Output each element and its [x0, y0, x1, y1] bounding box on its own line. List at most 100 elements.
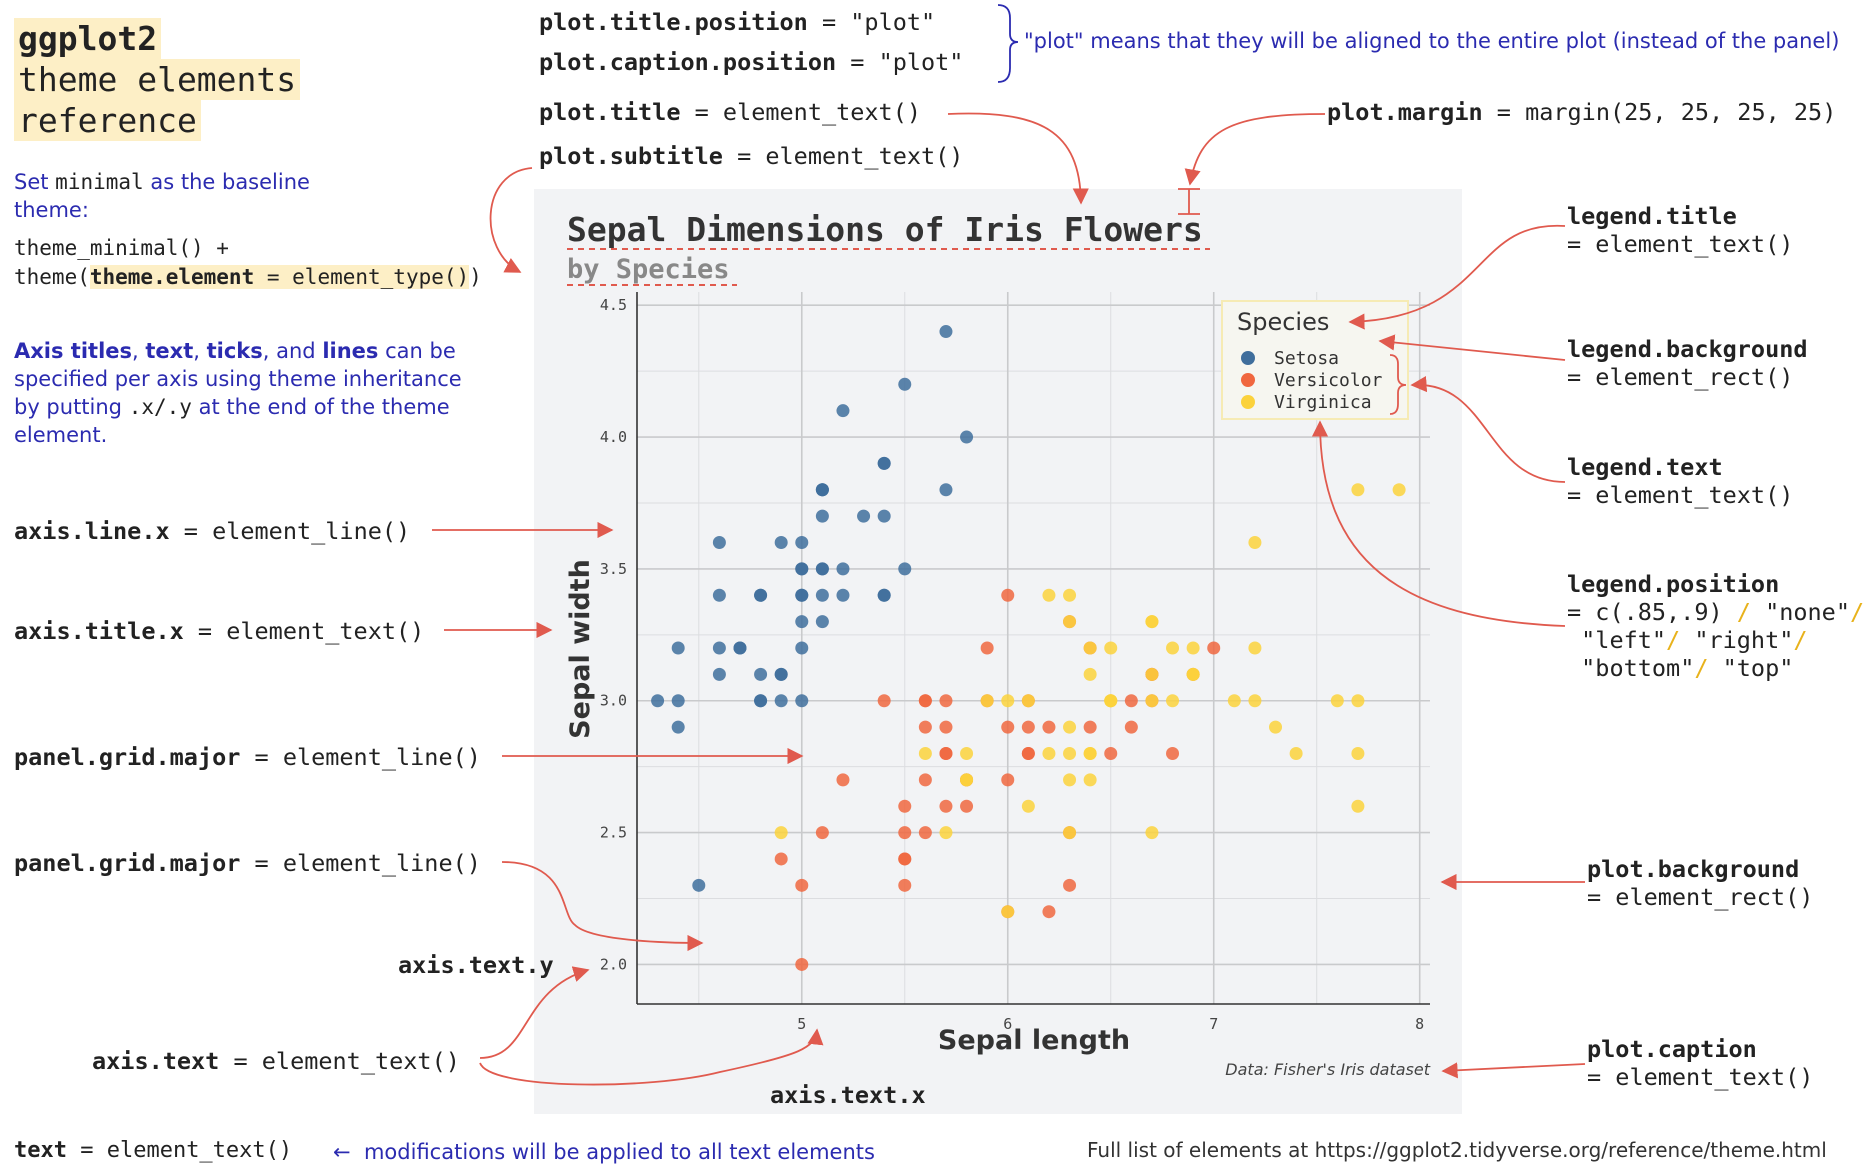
y-tick-label: 2.5: [600, 824, 627, 842]
baseline-note-line2: theme:: [14, 198, 89, 222]
point-virginica: [1021, 694, 1035, 708]
label-key: legend.background: [1567, 335, 1808, 363]
point-setosa: [877, 509, 891, 523]
point-versicolor: [1124, 720, 1138, 734]
label-value: = element_text(): [722, 142, 964, 170]
point-versicolor: [815, 826, 829, 840]
axis-note-sep-3: , and: [262, 339, 323, 363]
point-virginica: [1083, 746, 1097, 760]
point-virginica: [939, 826, 953, 840]
baseline-code-key: theme.element: [89, 265, 255, 289]
left-arrow-icon: ←: [333, 1140, 351, 1164]
axis-inheritance-note: Axis titles, text, ticks, and lines can …: [14, 337, 462, 449]
label-key: plot.caption.position: [539, 48, 837, 76]
label-value: = element_text(): [219, 1047, 460, 1075]
label-key: panel.grid.major: [14, 743, 241, 771]
legend-key-virginica: [1241, 395, 1255, 409]
point-virginica: [1227, 694, 1241, 708]
point-virginica: [1186, 641, 1200, 655]
baseline-code-value: = element_type(): [254, 265, 470, 289]
axis-note-line3-post: at the end of the theme: [191, 395, 450, 419]
label-value: = "plot": [807, 8, 936, 36]
point-virginica: [1351, 694, 1365, 708]
point-versicolor: [1001, 720, 1015, 734]
point-virginica: [1351, 799, 1365, 813]
legend-label-virginica: Virginica: [1274, 392, 1372, 413]
point-versicolor: [918, 773, 932, 787]
point-versicolor: [1104, 746, 1118, 760]
point-setosa: [692, 878, 706, 892]
axis-note-word-1: Axis titles: [14, 339, 133, 363]
label-key: plot.title: [539, 98, 681, 126]
baseline-note-code: minimal: [55, 170, 144, 194]
baseline-note: Set minimal as the baseline theme:: [14, 168, 310, 224]
label-separator: /: [1793, 626, 1808, 654]
label-value: = element_text(): [1567, 230, 1794, 258]
point-setosa: [795, 615, 809, 629]
point-versicolor: [939, 746, 953, 760]
baseline-note-text-2: as the baseline: [143, 170, 310, 194]
axis-note-sep-2: ,: [193, 339, 207, 363]
baseline-code-line1: theme_minimal() +: [14, 236, 229, 260]
label-value: = element_line(): [240, 743, 481, 771]
full-list-link[interactable]: Full list of elements at https://ggplot2…: [1087, 1138, 1827, 1162]
point-setosa: [815, 562, 829, 576]
legend-label-versicolor: Versicolor: [1274, 370, 1383, 391]
point-virginica: [1392, 483, 1406, 497]
label-panel-grid-major-2: panel.grid.major = element_line(): [14, 849, 481, 877]
point-versicolor: [774, 852, 788, 866]
point-versicolor: [939, 694, 953, 708]
label-value: = margin(25, 25, 25, 25): [1482, 98, 1837, 126]
point-virginica: [1021, 799, 1035, 813]
x-tick-label: 8: [1415, 1015, 1424, 1033]
label-value: = element_rect(): [1567, 363, 1794, 391]
chart-subtitle: by Species: [567, 254, 730, 285]
chart-caption: Data: Fisher's Iris dataset: [1225, 1060, 1430, 1079]
label-value: "left": [1581, 626, 1667, 654]
baseline-code: theme_minimal() + theme(theme.element = …: [14, 234, 482, 292]
point-virginica: [1186, 667, 1200, 681]
point-virginica: [980, 694, 994, 708]
point-setosa: [795, 588, 809, 602]
label-value: "top": [1722, 654, 1794, 682]
label-plot-background: plot.background = element_rect(): [1587, 855, 1813, 911]
point-versicolor: [1001, 773, 1015, 787]
label-axis-text-x: axis.text.x: [770, 1081, 926, 1109]
text-note-text: modifications will be applied to all tex…: [363, 1140, 875, 1164]
point-versicolor: [1042, 905, 1056, 919]
point-virginica: [1269, 720, 1283, 734]
baseline-code-close: ): [469, 265, 482, 289]
point-virginica: [1042, 746, 1056, 760]
label-value: = element_line(): [240, 849, 481, 877]
point-virginica: [960, 773, 974, 787]
point-virginica: [1104, 694, 1118, 708]
point-setosa: [774, 536, 788, 550]
label-plot-title-position: plot.title.position = "plot": [539, 8, 935, 36]
label-key: plot.margin: [1327, 98, 1483, 126]
label-value: = element_line(): [169, 517, 411, 545]
point-virginica: [1330, 694, 1344, 708]
point-versicolor: [1124, 694, 1138, 708]
legend-label-setosa: Setosa: [1274, 348, 1339, 369]
point-virginica: [1063, 588, 1077, 602]
point-versicolor: [1063, 878, 1077, 892]
point-virginica: [1001, 905, 1015, 919]
chart-title: Sepal Dimensions of Iris Flowers: [567, 210, 1203, 249]
point-virginica: [1248, 536, 1262, 550]
point-versicolor: [795, 878, 809, 892]
label-plot-title: plot.title = element_text(): [539, 98, 921, 126]
label-key: plot.subtitle: [539, 142, 723, 170]
axis-note-sep-4: can be: [378, 339, 456, 363]
point-setosa: [815, 509, 829, 523]
label-key: legend.text: [1567, 453, 1723, 481]
point-versicolor: [980, 641, 994, 655]
point-versicolor: [1207, 641, 1221, 655]
label-legend-background: legend.background = element_rect(): [1567, 335, 1808, 391]
label-plot-subtitle: plot.subtitle = element_text(): [539, 142, 963, 170]
x-axis-title: Sepal length: [938, 1025, 1130, 1056]
point-setosa: [795, 562, 809, 576]
label-key: plot.caption: [1587, 1035, 1757, 1063]
label-value: "bottom": [1581, 654, 1695, 682]
label-plot-caption: plot.caption = element_text(): [1587, 1035, 1813, 1091]
point-virginica: [918, 746, 932, 760]
